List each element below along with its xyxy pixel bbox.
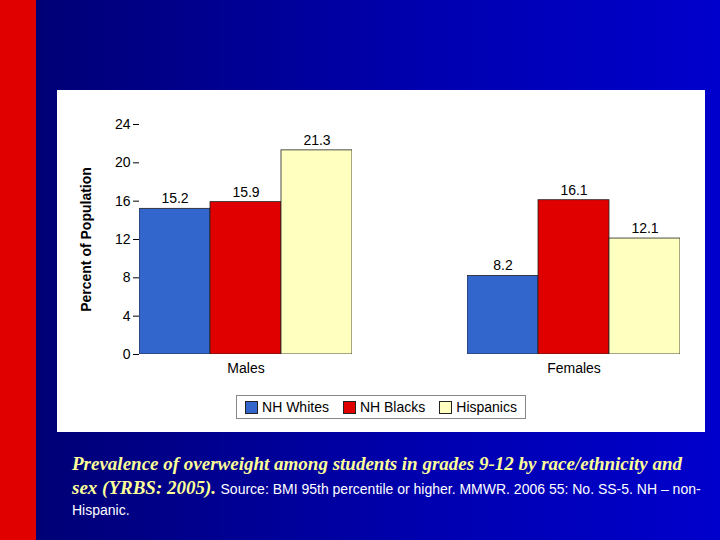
svg-text:16.1: 16.1 bbox=[560, 182, 587, 198]
svg-text:12: 12 bbox=[115, 231, 131, 247]
svg-text:8: 8 bbox=[123, 269, 131, 285]
svg-text:24: 24 bbox=[115, 116, 131, 132]
svg-text:20: 20 bbox=[115, 154, 131, 170]
svg-text:0: 0 bbox=[123, 346, 131, 362]
svg-text:Percent of Population: Percent of Population bbox=[78, 167, 94, 312]
svg-text:Males: Males bbox=[227, 360, 264, 376]
svg-text:12.1: 12.1 bbox=[631, 220, 658, 236]
svg-text:21.3: 21.3 bbox=[303, 132, 330, 148]
svg-text:15.9: 15.9 bbox=[232, 184, 259, 200]
html-text:NH Blacks: NH Blacks bbox=[359, 399, 426, 415]
svg-text:15.2: 15.2 bbox=[161, 190, 188, 206]
html-text:NH Whites: NH Whites bbox=[262, 399, 329, 415]
html-text:Prevalence of overweight among: Prevalence of overweight among students … bbox=[72, 453, 701, 518]
svg-text:4: 4 bbox=[123, 308, 131, 324]
svg-text:Females: Females bbox=[547, 360, 601, 376]
svg-text:16: 16 bbox=[115, 193, 131, 209]
html-text:Hispanics: Hispanics bbox=[456, 399, 517, 415]
svg-text:8.2: 8.2 bbox=[493, 257, 513, 273]
